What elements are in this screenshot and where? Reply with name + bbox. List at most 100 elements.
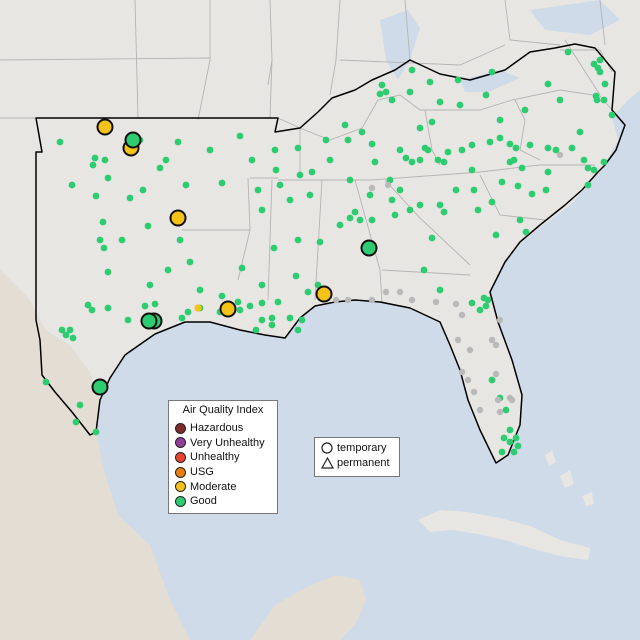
no-data-monitor-marker xyxy=(458,368,466,376)
good-monitor-marker xyxy=(476,306,484,314)
no-data-monitor-marker xyxy=(454,336,462,344)
good-temporary-marker xyxy=(360,239,378,257)
good-monitor-marker xyxy=(351,208,359,216)
good-monitor-marker xyxy=(252,326,260,334)
good-monitor-marker xyxy=(298,316,306,324)
good-monitor-marker xyxy=(322,136,330,144)
good-monitor-marker xyxy=(568,144,576,152)
legend-label: permanent xyxy=(337,456,390,469)
usg-swatch-icon xyxy=(175,466,186,478)
good-monitor-marker xyxy=(258,206,266,214)
good-monitor-marker xyxy=(468,166,476,174)
good-monitor-marker xyxy=(514,182,522,190)
legend-label: Hazardous xyxy=(190,422,244,435)
good-monitor-marker xyxy=(182,181,190,189)
good-monitor-marker xyxy=(84,301,92,309)
good-monitor-marker xyxy=(506,140,514,148)
good-monitor-marker xyxy=(371,158,379,166)
good-monitor-marker xyxy=(416,124,424,132)
good-monitor-marker xyxy=(141,302,149,310)
good-monitor-marker xyxy=(368,140,376,148)
no-data-monitor-marker xyxy=(494,396,502,404)
circle-icon xyxy=(320,441,334,455)
good-monitor-marker xyxy=(101,156,109,164)
good-monitor-marker xyxy=(258,281,266,289)
no-data-monitor-marker xyxy=(452,300,460,308)
good-temporary-marker xyxy=(91,378,109,396)
good-monitor-marker xyxy=(236,132,244,140)
good-monitor-marker xyxy=(488,198,496,206)
good-monitor-marker xyxy=(104,174,112,182)
good-monitor-marker xyxy=(406,206,414,214)
good-monitor-marker xyxy=(58,326,66,334)
good-monitor-marker xyxy=(271,146,279,154)
moderate-temporary-marker xyxy=(96,118,114,136)
legend-label: temporary xyxy=(337,442,387,455)
no-data-monitor-marker xyxy=(382,288,390,296)
good-monitor-marker xyxy=(500,434,508,442)
legend-label: Moderate xyxy=(190,480,237,493)
good-monitor-marker xyxy=(308,168,316,176)
no-data-monitor-marker xyxy=(368,184,376,192)
good-monitor-marker xyxy=(236,306,244,314)
yucatan-land xyxy=(250,575,366,640)
good-monitor-marker xyxy=(502,406,510,414)
good-swatch-icon xyxy=(175,495,186,507)
good-monitor-marker xyxy=(428,118,436,126)
good-monitor-marker xyxy=(178,314,186,322)
good-monitor-marker xyxy=(426,78,434,86)
good-monitor-marker xyxy=(396,186,404,194)
good-monitor-marker xyxy=(580,156,588,164)
good-monitor-marker xyxy=(294,236,302,244)
good-monitor-marker xyxy=(91,154,99,162)
good-monitor-marker xyxy=(526,141,534,149)
good-monitor-marker xyxy=(528,190,536,198)
good-monitor-marker xyxy=(544,80,552,88)
good-monitor-marker xyxy=(151,300,159,308)
good-monitor-marker xyxy=(99,218,107,226)
good-monitor-marker xyxy=(69,334,77,342)
good-monitor-marker xyxy=(356,216,364,224)
good-monitor-marker xyxy=(590,166,598,174)
good-monitor-marker xyxy=(576,128,584,136)
good-monitor-marker xyxy=(88,306,96,314)
legend-label: Good xyxy=(190,495,217,508)
good-monitor-marker xyxy=(600,96,608,104)
no-data-monitor-marker xyxy=(458,311,466,319)
good-monitor-marker xyxy=(238,264,246,272)
good-monitor-marker xyxy=(326,156,334,164)
good-monitor-marker xyxy=(66,326,74,334)
bahamas-land xyxy=(560,470,574,488)
good-monitor-marker xyxy=(268,321,276,329)
good-monitor-marker xyxy=(444,148,452,156)
good-monitor-marker xyxy=(292,272,300,280)
no-data-monitor-marker xyxy=(368,296,376,304)
moderate-temporary-marker xyxy=(315,285,333,303)
good-monitor-marker xyxy=(162,156,170,164)
triangle-icon xyxy=(320,456,334,470)
good-monitor-marker xyxy=(68,181,76,189)
no-data-monitor-marker xyxy=(496,316,504,324)
good-monitor-marker xyxy=(206,146,214,154)
good-monitor-marker xyxy=(593,96,601,104)
good-monitor-marker xyxy=(139,186,147,194)
good-monitor-marker xyxy=(522,228,530,236)
good-monitor-marker xyxy=(56,138,64,146)
legend-item-good: Good xyxy=(175,494,271,509)
good-monitor-marker xyxy=(420,266,428,274)
good-monitor-marker xyxy=(416,156,424,164)
good-monitor-marker xyxy=(496,116,504,124)
good-monitor-marker xyxy=(270,244,278,252)
legend-item-moderate: Moderate xyxy=(175,479,271,494)
legend-item-temporary: temporary xyxy=(320,441,394,456)
good-monitor-marker xyxy=(346,214,354,222)
good-monitor-marker xyxy=(336,221,344,229)
good-monitor-marker xyxy=(512,144,520,152)
good-monitor-marker xyxy=(440,158,448,166)
good-monitor-marker xyxy=(316,238,324,246)
good-monitor-marker xyxy=(484,296,492,304)
good-monitor-marker xyxy=(274,298,282,306)
moderate-temporary-marker xyxy=(169,209,187,227)
good-monitor-marker xyxy=(174,138,182,146)
